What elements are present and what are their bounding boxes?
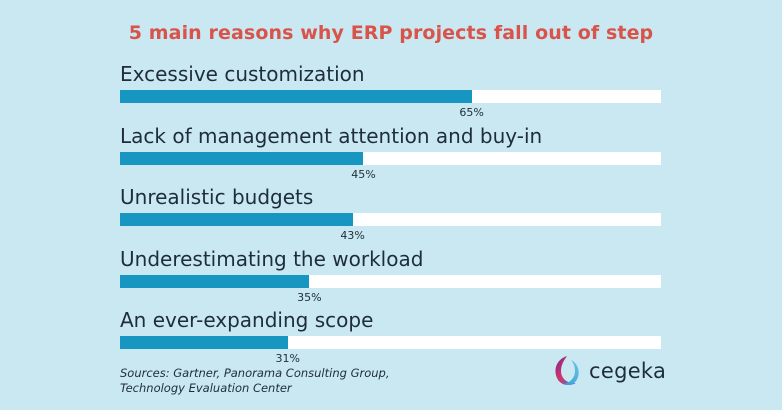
- bar: [120, 213, 353, 226]
- bar: [120, 336, 288, 349]
- category-label: Lack of management attention and buy-in: [120, 123, 543, 148]
- bar-track: [120, 151, 661, 165]
- value-label: 31%: [275, 352, 300, 365]
- source-line: Sources: Gartner, Panorama Consulting Gr…: [120, 366, 390, 380]
- source-line: Technology Evaluation Center: [120, 381, 292, 395]
- bar-track: [120, 336, 661, 349]
- category-label: Unrealistic budgets: [120, 185, 314, 209]
- cegeka-logo: cegeka: [552, 354, 666, 388]
- value-label: 35%: [297, 290, 322, 304]
- source-note: Sources: Gartner, Panorama Consulting Gr…: [120, 366, 390, 396]
- bar-track: [120, 274, 661, 288]
- logo-text: cegeka: [589, 359, 667, 383]
- category-label: Underestimating the workload: [120, 246, 424, 271]
- bar: [120, 274, 310, 288]
- category-label: Excessive customization: [120, 62, 365, 86]
- value-label: 65%: [459, 106, 484, 119]
- bar-track: [120, 90, 661, 103]
- category-label: An ever-expanding scope: [120, 308, 374, 332]
- bar: [120, 90, 472, 103]
- value-label: 43%: [340, 229, 365, 242]
- bar-track: [120, 213, 661, 226]
- value-label: 45%: [351, 167, 376, 181]
- chart-title: 5 main reasons why ERP projects fall out…: [128, 22, 654, 44]
- bar: [120, 151, 364, 165]
- cegeka-swirl-logo-icon: [555, 356, 579, 386]
